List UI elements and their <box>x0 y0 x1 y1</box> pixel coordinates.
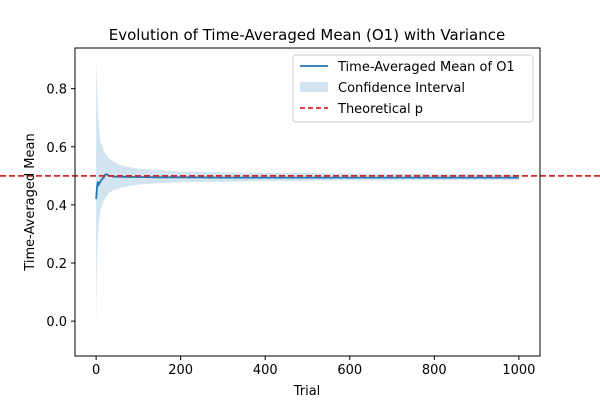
x-tick-label: 1000 <box>502 363 535 378</box>
plot-frame <box>74 47 541 357</box>
x-tick-label: 0 <box>92 363 100 378</box>
legend-label-theoretical: Theoretical p <box>337 102 423 117</box>
axes-ticks: 0 200 400 600 800 1000 0.0 0.2 0.4 0.6 0.8 <box>46 83 535 378</box>
time-averaged-mean-line <box>95 173 519 200</box>
y-tick-label: 0.6 <box>46 141 67 156</box>
x-tick-label: 800 <box>422 363 447 378</box>
x-tick-label: 400 <box>253 363 278 378</box>
y-tick-label: 0.0 <box>46 315 67 330</box>
x-tick-label: 600 <box>337 363 362 378</box>
y-axis-title: Time-Averaged Mean <box>23 133 38 271</box>
legend: Time-Averaged Mean of O1 Confidence Inte… <box>292 54 534 123</box>
legend-swatch-ci <box>300 82 328 92</box>
y-tick-label: 0.4 <box>46 199 67 214</box>
chart-title: Evolution of Time-Averaged Mean (O1) wit… <box>109 26 505 44</box>
y-tick-label: 0.2 <box>46 257 67 272</box>
y-tick-label: 0.8 <box>46 83 67 98</box>
x-tick-label: 200 <box>168 363 193 378</box>
legend-label-mean: Time-Averaged Mean of O1 <box>337 60 515 75</box>
legend-label-ci: Confidence Interval <box>338 81 465 96</box>
plot-area <box>0 59 600 327</box>
legend-box <box>292 54 534 123</box>
x-axis-title: Trial <box>293 384 321 399</box>
